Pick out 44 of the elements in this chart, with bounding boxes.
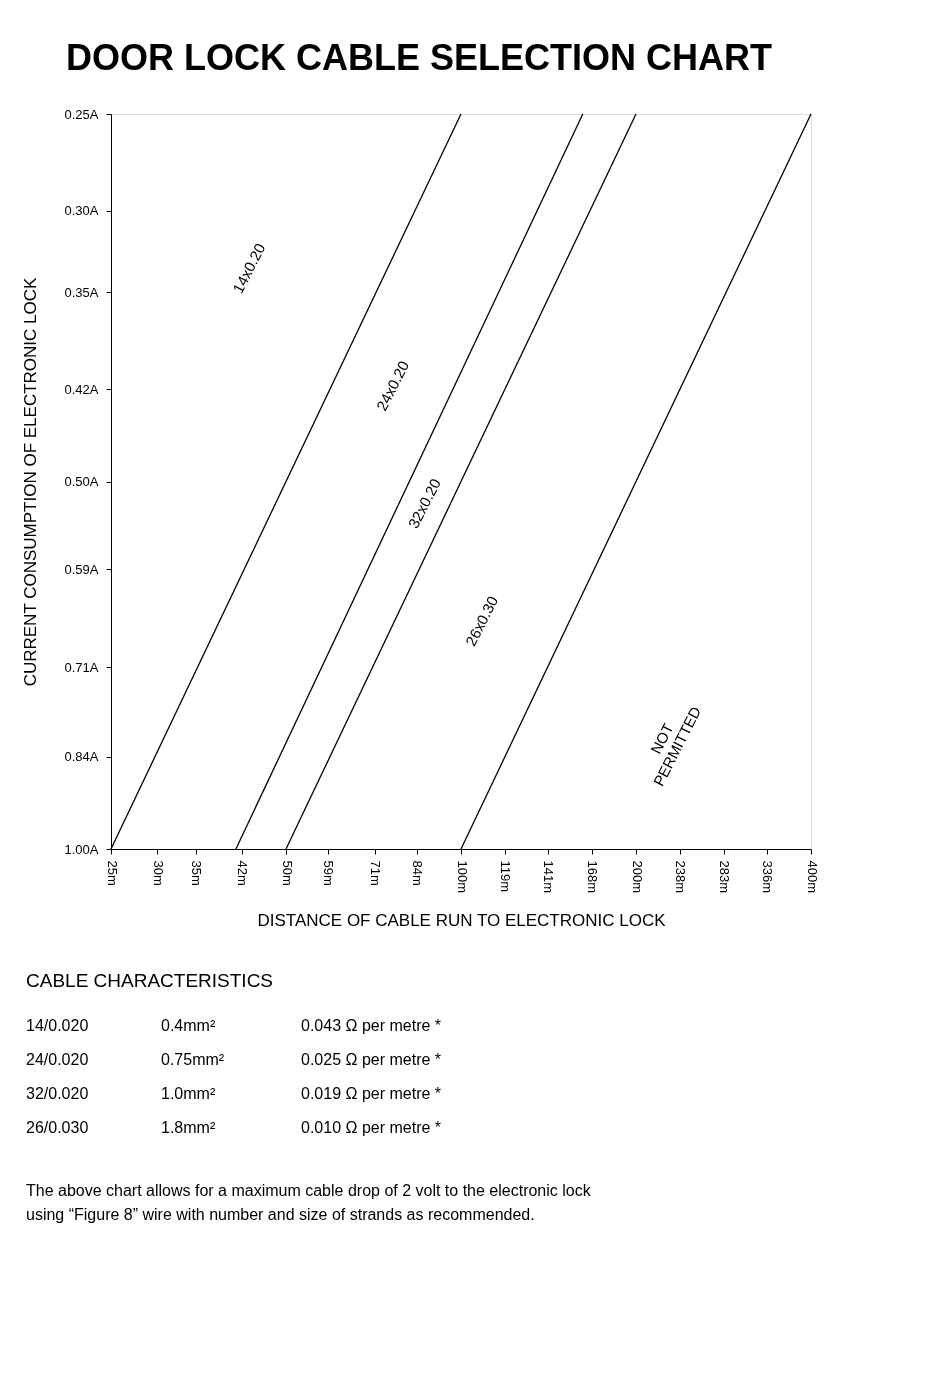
y-tick-label: 0.35A <box>64 284 99 300</box>
text: The above chart allows for a maximum cable drop of 2 volt to the electronic lock <box>26 1182 592 1199</box>
text: 24/0.020 <box>26 1051 89 1068</box>
y-tick-label: 0.42A <box>64 381 99 397</box>
y-tick-label: 0.50A <box>64 474 99 489</box>
text: 0.75mm² <box>161 1051 225 1068</box>
x-tick-label: 25m <box>104 860 120 886</box>
y-tick-label: 1.00A <box>64 841 99 857</box>
text: CABLE CHARACTERISTICS <box>26 970 274 991</box>
text: 32/0.020 <box>26 1085 89 1102</box>
x-tick-label: 200m <box>629 860 645 894</box>
x-tick-label: 84m <box>410 860 426 886</box>
text: 0.4mm² <box>161 1017 216 1034</box>
y-tick-label: 0.71A <box>64 659 99 675</box>
y-axis-title: CURRENT CONSUMPTION OF ELECTRONIC LOCK <box>20 277 40 687</box>
x-tick-label: 59m <box>321 860 337 886</box>
text: 0.025 Ω per metre * <box>301 1051 442 1068</box>
x-tick-label: 35m <box>189 860 205 886</box>
text: 0.019 Ω per metre * <box>301 1085 442 1102</box>
y-tick-label: 0.59A <box>64 561 99 577</box>
x-tick-label: 30m <box>150 860 166 886</box>
x-tick-label: 238m <box>673 860 689 894</box>
x-tick-label: 336m <box>760 860 776 894</box>
x-tick-label: 100m <box>454 860 470 894</box>
x-tick-label: 50m <box>279 860 295 886</box>
x-tick-label: 400m <box>804 860 820 894</box>
text: 14/0.020 <box>26 1017 89 1034</box>
text: 0.010 Ω per metre * <box>301 1119 442 1136</box>
text: 26/0.030 <box>26 1119 89 1136</box>
chart-title: DOOR LOCK CABLE SELECTION CHART <box>66 36 773 78</box>
text: using “Figure 8” wire with number and size of strands as recommended. <box>26 1206 535 1223</box>
x-tick-label: 283m <box>717 860 733 894</box>
text: 0.043 Ω per metre * <box>301 1017 442 1034</box>
text: 1.0mm² <box>161 1085 216 1102</box>
y-tick-label: 0.84A <box>64 749 99 765</box>
x-tick-label: 119m <box>498 860 514 893</box>
y-tick-label: 0.30A <box>64 203 99 219</box>
x-tick-label: 71m <box>368 860 384 886</box>
x-tick-label: 141m <box>541 860 557 894</box>
x-axis-title: DISTANCE OF CABLE RUN TO ELECTRONIC LOCK <box>257 911 667 931</box>
x-tick-label: 168m <box>585 860 601 894</box>
x-tick-label: 42m <box>235 860 251 886</box>
text: 1.8mm² <box>161 1119 216 1136</box>
y-tick-label: 0.25A <box>64 106 99 122</box>
